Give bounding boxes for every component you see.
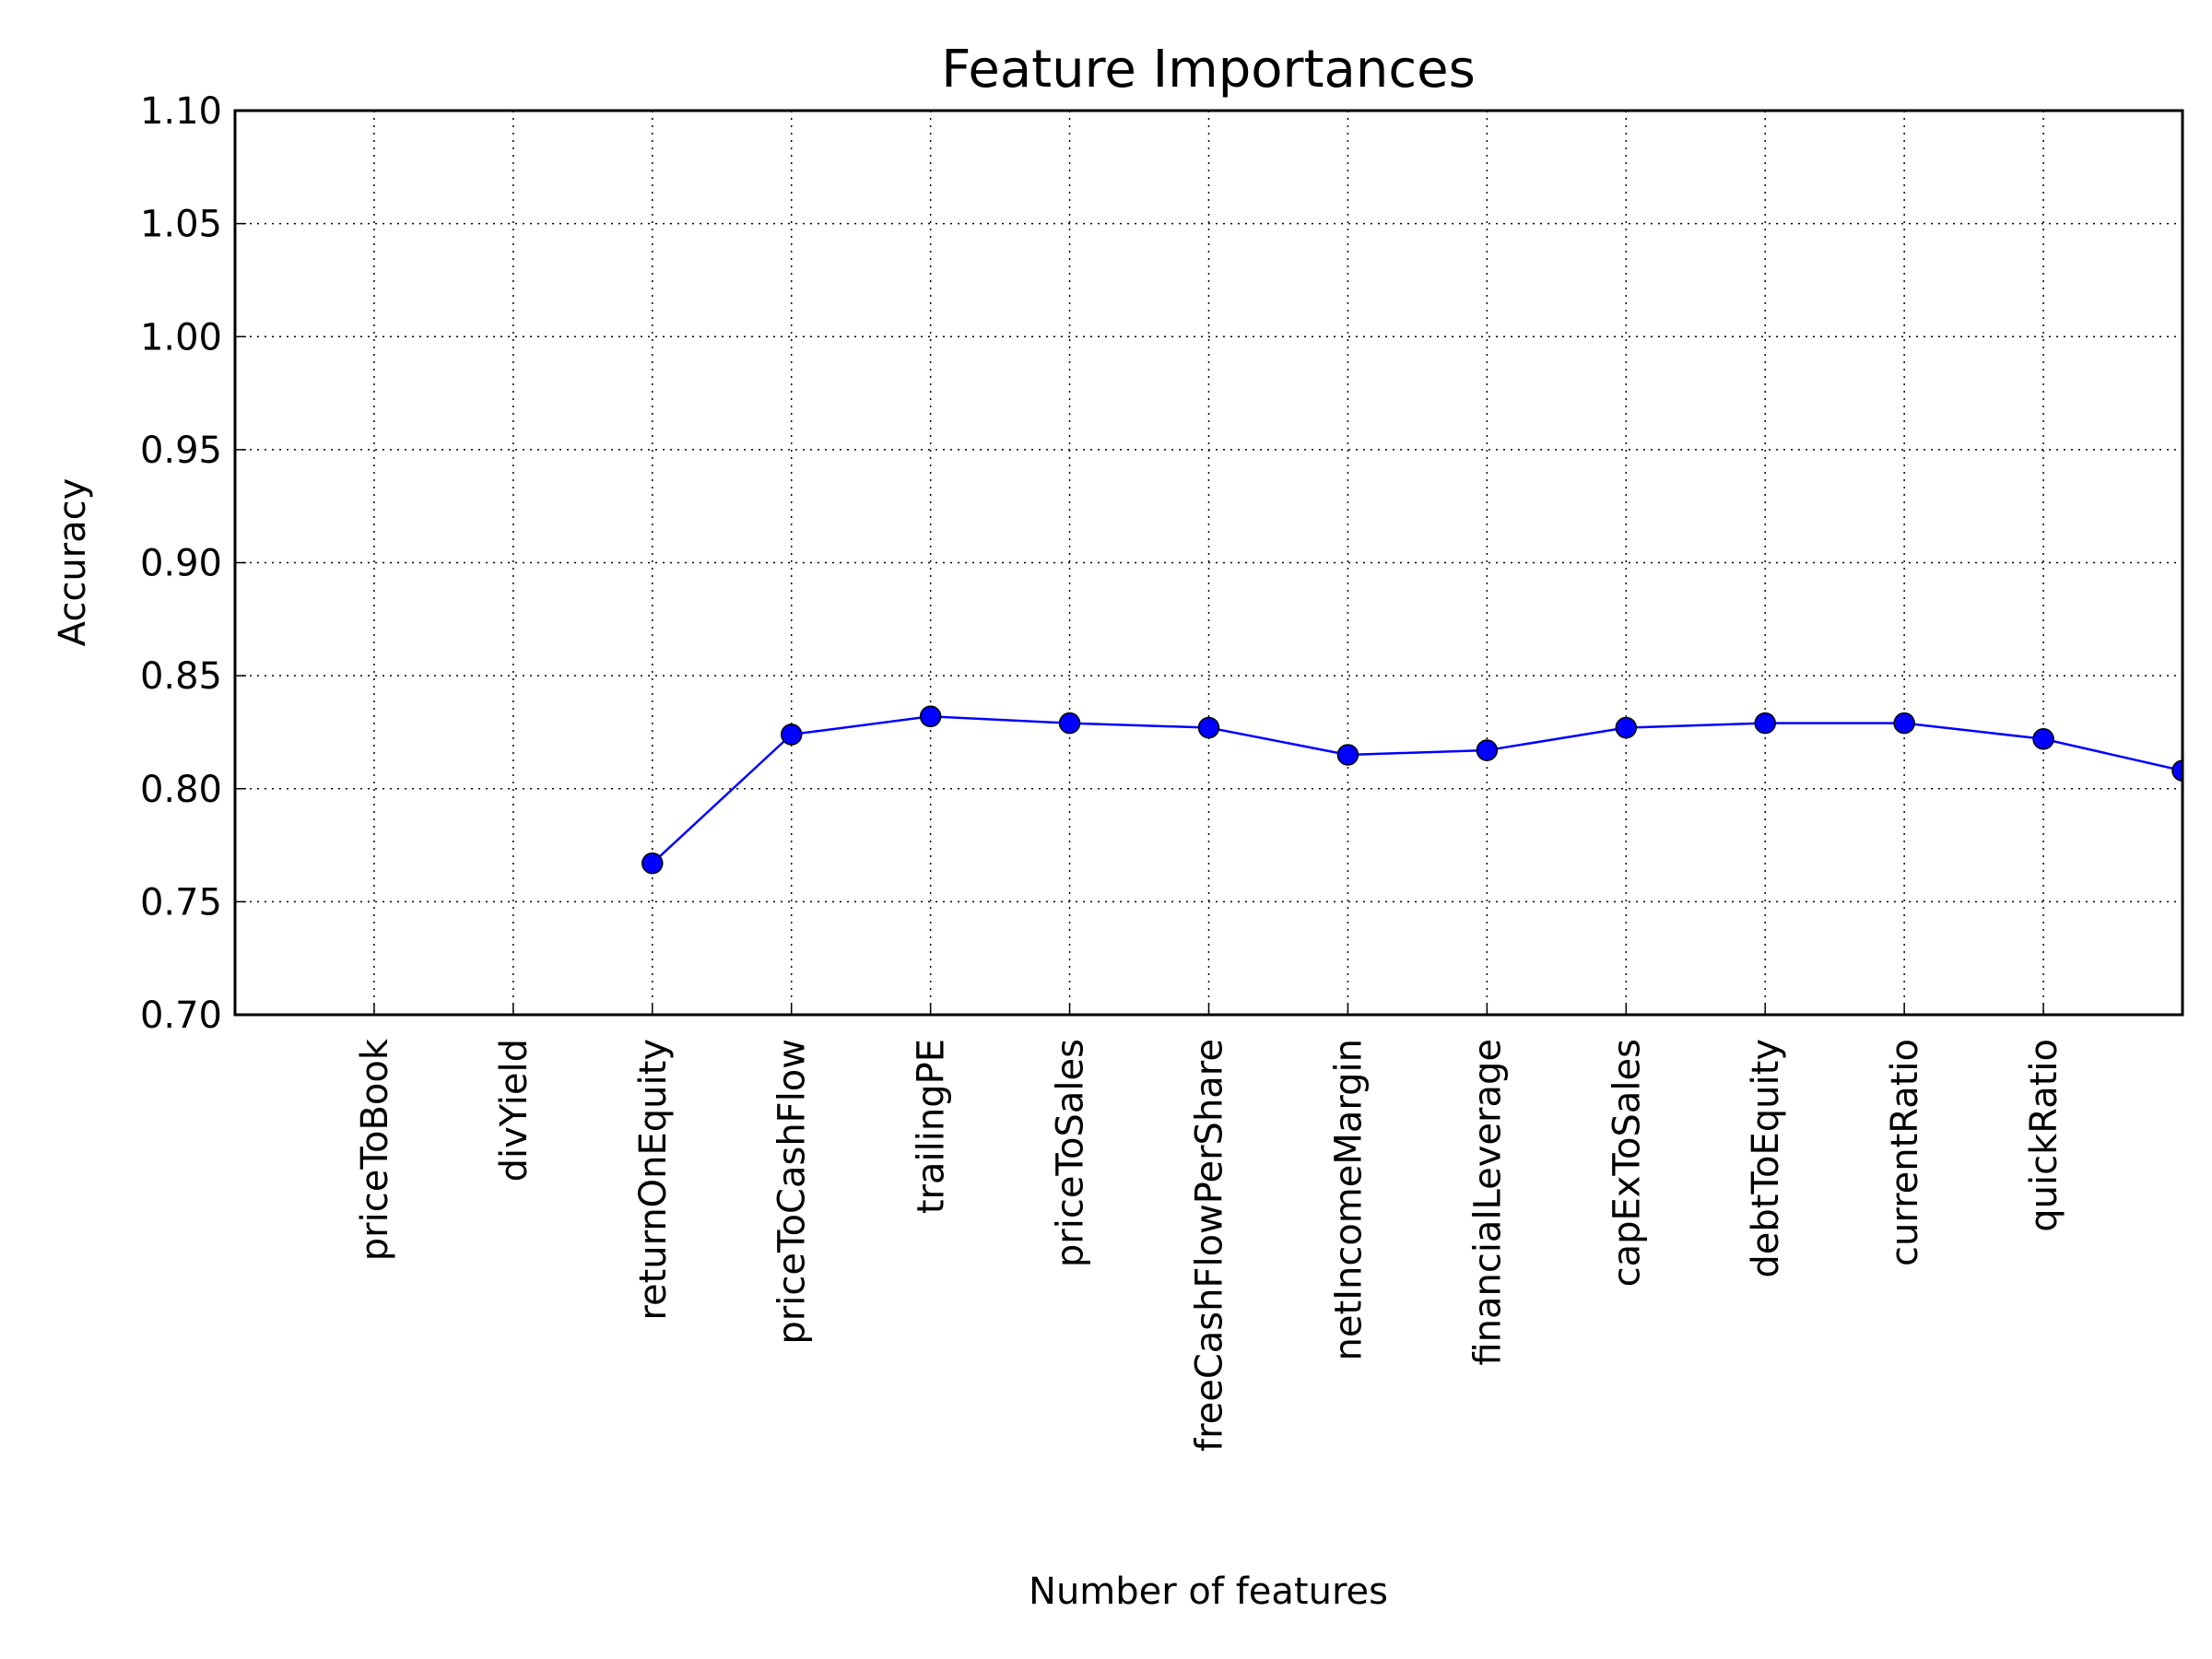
x-tick-label: quickRatio — [2023, 1039, 2065, 1232]
x-tick-label: priceToSales — [1050, 1039, 1092, 1267]
data-point — [1197, 716, 1220, 739]
y-axis-label: Accuracy — [52, 478, 94, 647]
y-tick-label: 1.10 — [140, 90, 222, 133]
x-tick-label: capExToSales — [1606, 1039, 1648, 1287]
x-tick-label: netIncomeMargin — [1327, 1039, 1370, 1360]
data-point — [641, 852, 664, 875]
data-point — [780, 724, 803, 746]
y-tick-label: 0.85 — [140, 655, 222, 698]
x-axis-label: Number of features — [1029, 1571, 1388, 1613]
data-point — [1754, 712, 1776, 735]
y-tick-label: 1.05 — [140, 204, 222, 246]
x-tick-label: freeCashFlowPerShare — [1189, 1039, 1231, 1452]
data-point — [1615, 716, 1638, 739]
series-line — [651, 715, 2183, 865]
data-point — [2171, 759, 2183, 782]
y-tick-label: 0.80 — [140, 769, 222, 811]
x-tick-label: currentRatio — [1884, 1039, 1926, 1266]
chart-title: Feature Importances — [941, 40, 1476, 100]
x-tick-label: debtToEquity — [1745, 1039, 1787, 1278]
data-point — [919, 705, 942, 728]
data-point — [1336, 744, 1359, 766]
x-tick-label: priceToCashFlow — [771, 1039, 814, 1345]
y-tick-label: 0.90 — [140, 543, 222, 585]
y-tick-label: 0.95 — [140, 429, 222, 472]
y-tick-label: 0.75 — [140, 881, 222, 924]
x-tick-label: divYield — [493, 1039, 535, 1182]
data-point — [1476, 739, 1499, 761]
axes-frame — [233, 109, 2184, 1017]
plot-area — [641, 705, 2183, 875]
data-point — [1058, 712, 1081, 735]
data-point — [1893, 712, 1915, 735]
x-tick-label: returnOnEquity — [632, 1039, 675, 1321]
data-point — [2032, 728, 2054, 750]
x-tick-label: priceToBook — [354, 1038, 396, 1261]
y-tick-label: 0.70 — [140, 994, 222, 1037]
y-tick-label: 1.00 — [140, 316, 222, 359]
x-tick-label: financialLeverage — [1466, 1039, 1509, 1366]
x-tick-label: trailingPE — [911, 1039, 953, 1214]
